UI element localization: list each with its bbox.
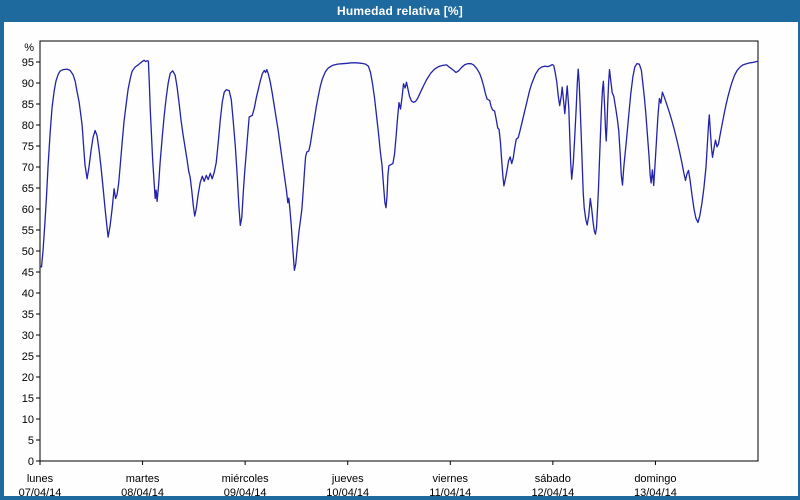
day-name-label: lunes xyxy=(27,473,54,485)
title-bar: Humedad relativa [%] xyxy=(0,0,800,22)
y-tick-label: 10 xyxy=(22,414,34,426)
day-name-label: jueves xyxy=(331,473,364,485)
humidity-series-line xyxy=(39,59,759,271)
y-tick-label: 80 xyxy=(22,120,34,132)
y-tick-label: 55 xyxy=(22,225,34,237)
y-tick-label: 85 xyxy=(22,99,34,111)
y-tick-label: 50 xyxy=(22,246,34,258)
y-tick-label: 20 xyxy=(22,372,34,384)
day-date-label: 13/04/14 xyxy=(634,487,677,496)
y-tick-label: 90 xyxy=(22,78,34,90)
day-name-label: domingo xyxy=(634,473,676,485)
day-date-label: 07/04/14 xyxy=(19,487,62,496)
day-date-label: 12/04/14 xyxy=(531,487,574,496)
day-date-label: 08/04/14 xyxy=(121,487,164,496)
chart-area: % 0 5 10 15 20 25 30 35 40 45 50 55 60 65 70 75 80 85 90 95… xyxy=(4,22,798,496)
plot-border xyxy=(39,40,759,462)
day-name-label: martes xyxy=(126,473,160,485)
y-tick-label: 40 xyxy=(22,288,34,300)
y-tick-label: 60 xyxy=(22,204,34,216)
y-tick-label: 25 xyxy=(22,351,34,363)
y-tick-label: 45 xyxy=(22,267,34,279)
day-name-label: miércoles xyxy=(222,473,270,485)
y-tick-label: 75 xyxy=(22,141,34,153)
axis-layer xyxy=(36,40,759,465)
y-tick-label: 70 xyxy=(22,162,34,174)
day-name-label: viernes xyxy=(433,473,469,485)
y-tick-label: 30 xyxy=(22,330,34,342)
series-layer xyxy=(39,59,759,271)
chart-title: Humedad relativa [%] xyxy=(336,4,464,18)
y-tick-label: 0 xyxy=(28,456,34,468)
humidity-line-chart: % 0 5 10 15 20 25 30 35 40 45 50 55 60 65 70 75 80 85 90 95… xyxy=(19,40,759,496)
y-tick-label: 65 xyxy=(22,183,34,195)
day-date-label: 11/04/14 xyxy=(429,487,471,496)
day-date-label: 10/04/14 xyxy=(326,487,369,496)
y-tick-label: 95 xyxy=(22,57,34,69)
y-tick-label: 35 xyxy=(22,309,34,321)
day-date-label: 09/04/14 xyxy=(224,487,267,496)
day-name-label: sábado xyxy=(535,473,571,485)
y-tick-label: 15 xyxy=(22,393,34,405)
label-layer: % 0 5 10 15 20 25 30 35 40 45 50 55 60 65 70 75 80 85 90 95… xyxy=(19,42,677,496)
y-tick-label: 5 xyxy=(28,435,34,447)
y-axis-unit-label: % xyxy=(24,42,34,54)
